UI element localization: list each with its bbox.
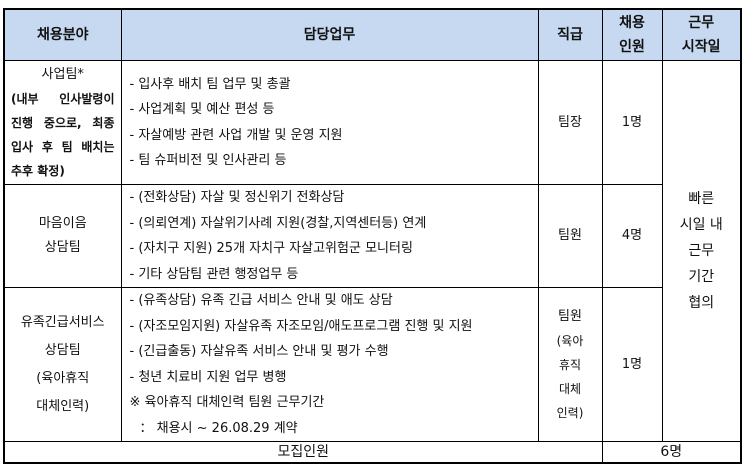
duty-item: - (긴급출동) 자살유족 서비스 안내 및 평가 수행 bbox=[129, 344, 389, 359]
duty-item: - 팀 슈퍼비전 및 인사관리 등 bbox=[129, 153, 287, 168]
header-rank: 직급 bbox=[537, 8, 603, 61]
dept-cell: 사업팀* (내부 인사발령이 진행 중으로, 최종 입사 후 팀 배치는 추후 … bbox=[3, 60, 122, 185]
start-line: 근무 bbox=[688, 243, 715, 259]
header-duties: 담당업무 bbox=[120, 8, 539, 61]
duty-note: ※ 육아휴직 대체인력 팀원 근무기간 bbox=[129, 395, 325, 410]
dept-note: 진행 중으로, 최종 bbox=[11, 115, 115, 130]
duty-note: ： 채용시 ~ 26.08.29 계약 bbox=[139, 420, 298, 436]
header-dept: 채용분야 bbox=[3, 8, 122, 61]
header-start-line: 시작일 bbox=[681, 39, 721, 55]
header-start-line: 근무 bbox=[688, 15, 715, 31]
duty-item: - (의뢰연계) 자살위기사례 지원(경찰,지역센터등) 연계 bbox=[129, 215, 427, 231]
rank-line: 인력) bbox=[556, 405, 584, 420]
dept-cell: 마음이음 상담팀 bbox=[3, 184, 122, 288]
count-cell: 1명 bbox=[601, 60, 663, 185]
header-count-line: 채용 bbox=[619, 15, 645, 31]
rank-cell: 팀장 bbox=[537, 60, 603, 185]
rank-cell: 팀원 bbox=[537, 184, 603, 288]
start-line: 시일 내 bbox=[679, 217, 723, 233]
footer-label: 모집인원 bbox=[3, 441, 603, 464]
dept-note: 추후 확정) bbox=[11, 163, 65, 178]
dept-note: (내부 인사발령이 bbox=[11, 91, 115, 106]
duty-item: - (자치구 지원) 25개 자치구 자살고위험군 모니터링 bbox=[129, 241, 413, 256]
start-line: 협의 bbox=[688, 295, 715, 311]
duty-item: - (유족상담) 유족 긴급 서비스 안내 및 애도 상담 bbox=[129, 293, 393, 308]
rank-line: 팀원 bbox=[558, 308, 582, 324]
rank-line: (육아 bbox=[556, 333, 584, 348]
duties-cell: - (유족상담) 유족 긴급 서비스 안내 및 애도 상담 - (자조모임지원)… bbox=[120, 287, 539, 442]
dept-line: (육아휴직 bbox=[36, 370, 90, 386]
table-row: 사업팀* (내부 인사발령이 진행 중으로, 최종 입사 후 팀 배치는 추후 … bbox=[3, 60, 742, 442]
duty-item: - 청년 치료비 지원 업무 병행 bbox=[129, 369, 287, 385]
rank-line: 대체 bbox=[558, 381, 582, 396]
dept-line: 유족긴급서비스 bbox=[20, 314, 105, 330]
duties-cell: - (전화상담) 자살 및 정신위기 전화상담 - (의뢰연계) 자살위기사례 … bbox=[120, 184, 539, 288]
start-date-cell: 빠른 시일 내 근무 기간 협의 bbox=[661, 60, 742, 442]
duty-item: - (자조모임지원) 자살유족 자조모임/애도프로그램 진행 및 지원 bbox=[129, 318, 473, 334]
duty-item: - 자살예방 관련 사업 개발 및 운영 지원 bbox=[129, 127, 343, 143]
start-line: 기간 bbox=[688, 269, 715, 285]
header-count-line: 인원 bbox=[619, 39, 645, 55]
recruitment-table: 채용분야 담당업무 직급 채용 인원 근무 시작일 사업팀* (내부 인사발령이 진… bbox=[3, 8, 742, 464]
count-cell: 4명 bbox=[601, 184, 663, 288]
start-line: 빠른 bbox=[688, 191, 715, 207]
dept-line: 상담팀 bbox=[44, 240, 81, 255]
duty-item: - 기타 상담팀 관련 행정업무 등 bbox=[129, 266, 299, 282]
rank-cell: 팀원 (육아 휴직 대체 인력) bbox=[537, 287, 603, 442]
dept-name: 사업팀* bbox=[41, 66, 84, 82]
dept-line: 대체인력) bbox=[36, 398, 90, 414]
duty-item: - (전화상담) 자살 및 정신위기 전화상담 bbox=[129, 190, 345, 205]
rank-line: 휴직 bbox=[558, 357, 582, 372]
count-cell: 1명 bbox=[601, 287, 663, 442]
footer-total: 6명 bbox=[601, 441, 742, 464]
dept-cell: 유족긴급서비스 상담팀 (육아휴직 대체인력) bbox=[3, 287, 122, 442]
dept-line: 마음이음 bbox=[38, 216, 87, 231]
duty-item: - 사업계획 및 예산 편성 등 bbox=[129, 102, 275, 117]
footer-row: 모집인원 6명 bbox=[3, 441, 742, 464]
table-row: 마음이음 상담팀 - (전화상담) 자살 및 정신위기 전화상담 - (의뢰연계… bbox=[3, 184, 741, 288]
dept-line: 상담팀 bbox=[44, 342, 81, 358]
duty-item: - 입사후 배치 팀 업무 및 총괄 bbox=[129, 76, 291, 92]
table-row: 유족긴급서비스 상담팀 (육아휴직 대체인력) - (유족상담) 유족 긴급 서… bbox=[3, 287, 741, 442]
duties-cell: - 입사후 배치 팀 업무 및 총괄 - 사업계획 및 예산 편성 등 - 자살… bbox=[120, 60, 539, 185]
dept-note: 입사 후 팀 배치는 bbox=[11, 139, 115, 154]
